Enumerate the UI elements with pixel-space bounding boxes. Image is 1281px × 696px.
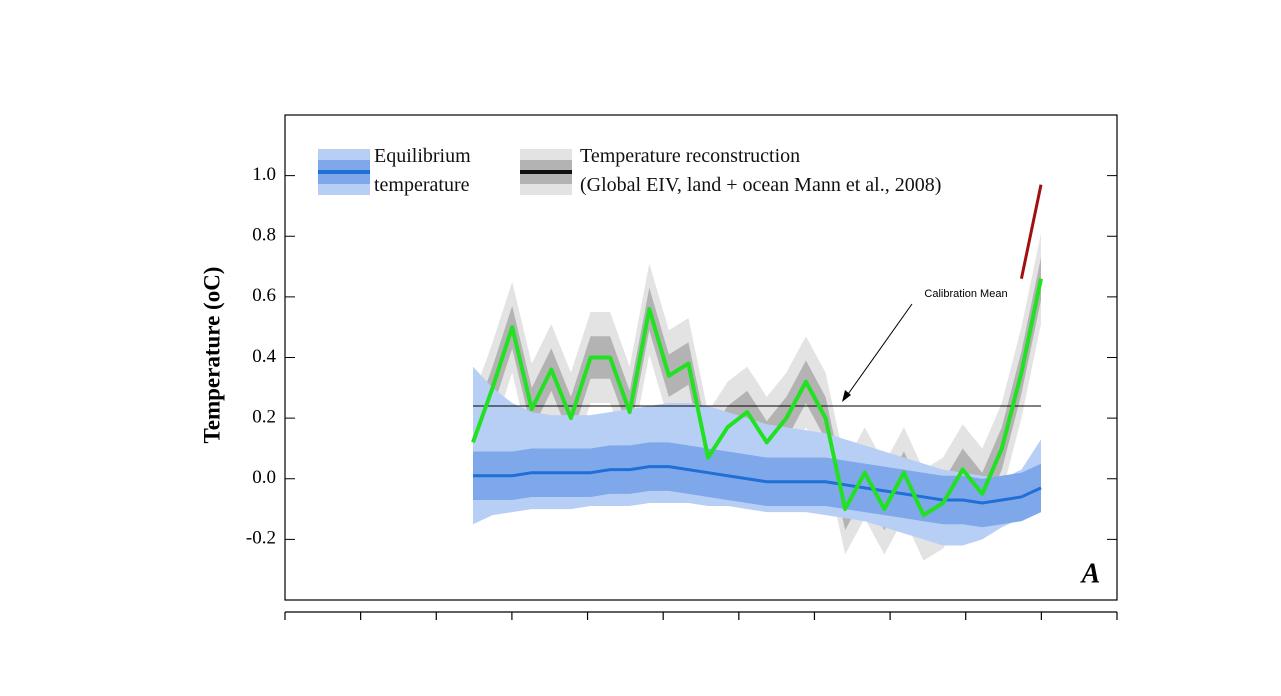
panel-label: A [1080, 558, 1101, 589]
legend-label: (Global EIV, land + ocean Mann et al., 2… [580, 174, 942, 196]
y-axis-label: Temperature (oC) [199, 267, 224, 444]
y-tick-label: 0.0 [252, 467, 276, 488]
y-tick-label: -0.2 [246, 528, 276, 549]
y-tick-label: 0.6 [252, 285, 276, 306]
series-line [1019, 184, 1043, 279]
y-tick-label: 0.2 [252, 406, 276, 427]
legend-label: Temperature reconstruction [580, 145, 801, 167]
y-tick-label: 0.4 [252, 346, 276, 367]
arrow-head [842, 390, 851, 402]
y-tick-label: 0.8 [252, 225, 276, 246]
annotation-arrow [845, 303, 913, 398]
legend-label: Equilibrium temperature [374, 145, 471, 196]
y-tick-label: 1.0 [252, 164, 276, 185]
series-line [471, 278, 1043, 518]
x-axis-ticks [284, 612, 1118, 620]
band [473, 442, 1041, 528]
annotation: Calibration Mean [924, 288, 1007, 300]
